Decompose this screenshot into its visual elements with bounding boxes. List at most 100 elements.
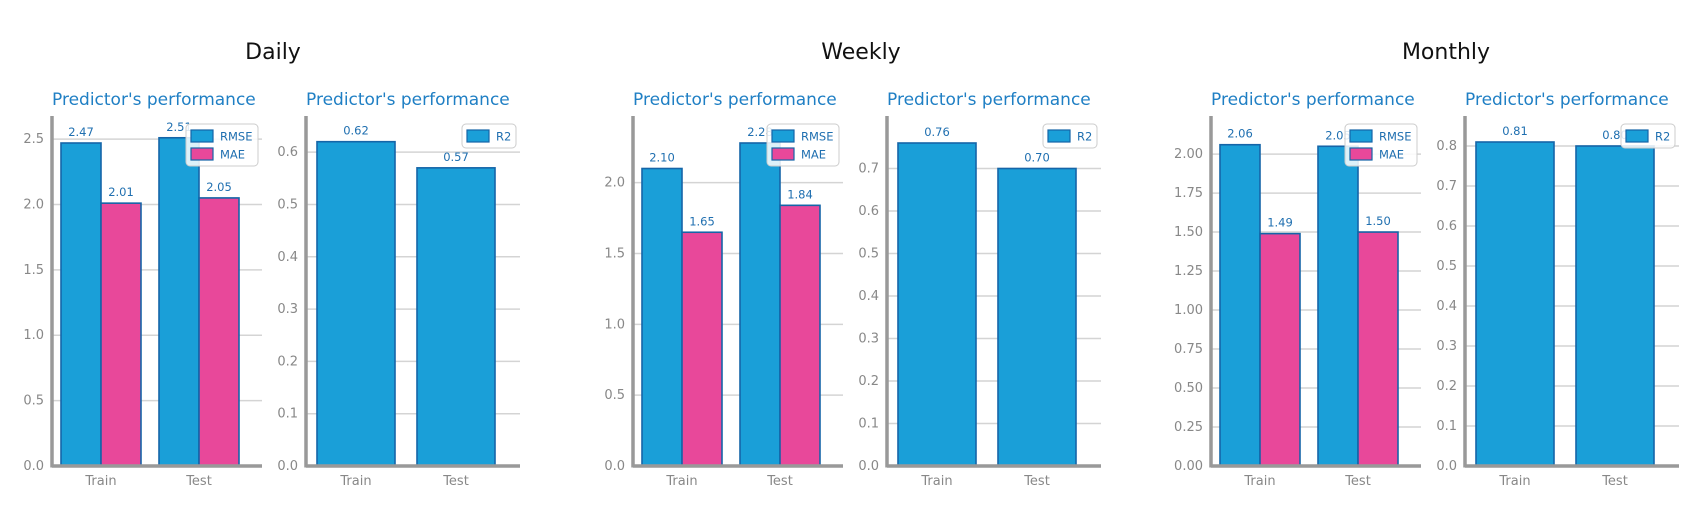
- x-tick-label: Train: [1498, 474, 1530, 489]
- y-tick-label: 0.4: [1436, 299, 1457, 314]
- data-label: 2.28: [747, 125, 773, 139]
- legend-swatch-rmse: [771, 129, 795, 143]
- y-tick-label: 1.0: [23, 328, 44, 343]
- legend-swatch-mae: [771, 147, 795, 161]
- y-tick-label: 0.0: [1436, 459, 1457, 474]
- y-tick-label: 1.25: [1174, 264, 1203, 279]
- y-tick-label: 0.2: [277, 354, 298, 369]
- bar-r2-train: [897, 142, 977, 467]
- y-tick-label: 0.1: [1436, 419, 1457, 434]
- y-tick-label: 0.0: [277, 459, 298, 474]
- x-tick-label: Train: [665, 474, 697, 489]
- y-tick-label: 0.75: [1174, 342, 1203, 357]
- legend-label-rmse: RMSE: [220, 130, 252, 144]
- legend: R2: [461, 123, 517, 149]
- bar-rmse-train: [641, 167, 683, 467]
- legend-swatch-mae: [190, 147, 214, 161]
- legend: RMSE MAE: [766, 123, 840, 167]
- y-tick-label: 0.0: [858, 459, 879, 474]
- x-tick-label: Train: [920, 474, 952, 489]
- y-tick-label: 0.3: [858, 332, 879, 347]
- y-tick-label: 0.5: [604, 388, 625, 403]
- y-tick-label: 0.6: [277, 145, 298, 160]
- legend-label-rmse: RMSE: [801, 130, 833, 144]
- y-tick-label: 0.5: [1436, 259, 1457, 274]
- data-label: 0.62: [343, 124, 369, 138]
- bar-mae-train: [100, 202, 142, 467]
- bar-rmse-test: [158, 136, 200, 467]
- y-tick-label: 1.5: [604, 247, 625, 262]
- chart-title: Predictor's performance: [306, 90, 510, 110]
- y-tick-label: 0.3: [277, 302, 298, 317]
- data-label: 0.76: [924, 125, 950, 139]
- x-tick-label: Train: [84, 474, 116, 489]
- data-label: 0.57: [443, 150, 469, 164]
- chart-title: Predictor's performance: [633, 90, 837, 110]
- legend-swatch-r2: [466, 129, 490, 143]
- chart-title: Predictor's performance: [887, 90, 1091, 110]
- data-label: 2.05: [1325, 128, 1351, 142]
- data-label: 1.49: [1267, 216, 1293, 230]
- data-label: 1.50: [1365, 214, 1391, 228]
- x-tick-label: Test: [442, 474, 469, 489]
- bar-rmse-train: [60, 142, 102, 467]
- x-tick-label: Test: [1601, 474, 1628, 489]
- y-tick-label: 0.1: [277, 407, 298, 422]
- y-tick-label: 2.0: [23, 197, 44, 212]
- legend-swatch-rmse: [190, 129, 214, 143]
- legend-swatch-rmse: [1349, 129, 1373, 143]
- data-label: 2.06: [1227, 127, 1253, 141]
- y-tick-label: 0.50: [1174, 381, 1203, 396]
- legend-label-r2: R2: [1655, 130, 1670, 144]
- x-tick-label: Test: [1023, 474, 1050, 489]
- bar-rmse-train: [1219, 143, 1261, 467]
- y-tick-label: 0.00: [1174, 459, 1203, 474]
- y-tick-label: 1.5: [23, 263, 44, 278]
- x-tick-label: Train: [1243, 474, 1275, 489]
- y-tick-label: 0.7: [858, 162, 879, 177]
- chart-title: Predictor's performance: [1211, 90, 1415, 110]
- chart-1-daily: Predictor's performance 0.0 0.1 0.2 0.3 0.4 0.…: [277, 90, 520, 489]
- legend-label-mae: MAE: [801, 148, 826, 162]
- chart-title: Predictor's performance: [1465, 90, 1669, 110]
- legend: R2: [1620, 123, 1676, 149]
- data-label: 0.70: [1024, 151, 1050, 165]
- group-title-monthly: Monthly: [1401, 40, 1491, 65]
- bar-rmse-test: [739, 142, 781, 467]
- data-label: 0.81: [1502, 124, 1528, 138]
- y-tick-label: 0.2: [858, 374, 879, 389]
- bar-mae-test: [779, 204, 821, 467]
- y-tick-label: 0.0: [604, 459, 625, 474]
- bar-r2-train: [316, 140, 396, 467]
- y-tick-label: 1.75: [1174, 186, 1203, 201]
- bar-r2-test: [416, 167, 496, 467]
- group-title-weekly: Weekly: [821, 40, 901, 65]
- data-label: 2.51: [166, 120, 192, 134]
- legend-label-rmse: RMSE: [1379, 130, 1411, 144]
- data-label: 1.65: [689, 214, 715, 228]
- data-label: 1.84: [787, 187, 813, 201]
- legend-swatch-mae: [1349, 147, 1373, 161]
- bar-r2-test: [1575, 145, 1655, 467]
- y-tick-label: 2.5: [23, 132, 44, 147]
- y-tick-label: 0.8: [1436, 139, 1457, 154]
- bar-mae-train: [681, 231, 723, 467]
- legend-label-r2: R2: [1077, 130, 1092, 144]
- y-tick-label: 0.3: [1436, 339, 1457, 354]
- chart-5-monthly: Predictor's performance 0.0 0.1 0.2 0.3 0.4 0.…: [1436, 90, 1679, 489]
- legend-label-mae: MAE: [220, 148, 245, 162]
- x-tick-label: Test: [766, 474, 793, 489]
- bar-r2-train: [1475, 141, 1555, 467]
- y-tick-label: 0.5: [858, 247, 879, 262]
- y-tick-label: 0.25: [1174, 420, 1203, 435]
- y-tick-label: 0.4: [858, 289, 879, 304]
- y-tick-label: 0.5: [277, 197, 298, 212]
- data-label: 2.01: [108, 185, 134, 199]
- data-label: 2.05: [206, 180, 232, 194]
- y-tick-label: 1.00: [1174, 303, 1203, 318]
- y-tick-label: 0.7: [1436, 179, 1457, 194]
- chart-title: Predictor's performance: [52, 90, 256, 110]
- y-tick-label: 2.0: [604, 176, 625, 191]
- data-label: 2.10: [649, 151, 675, 165]
